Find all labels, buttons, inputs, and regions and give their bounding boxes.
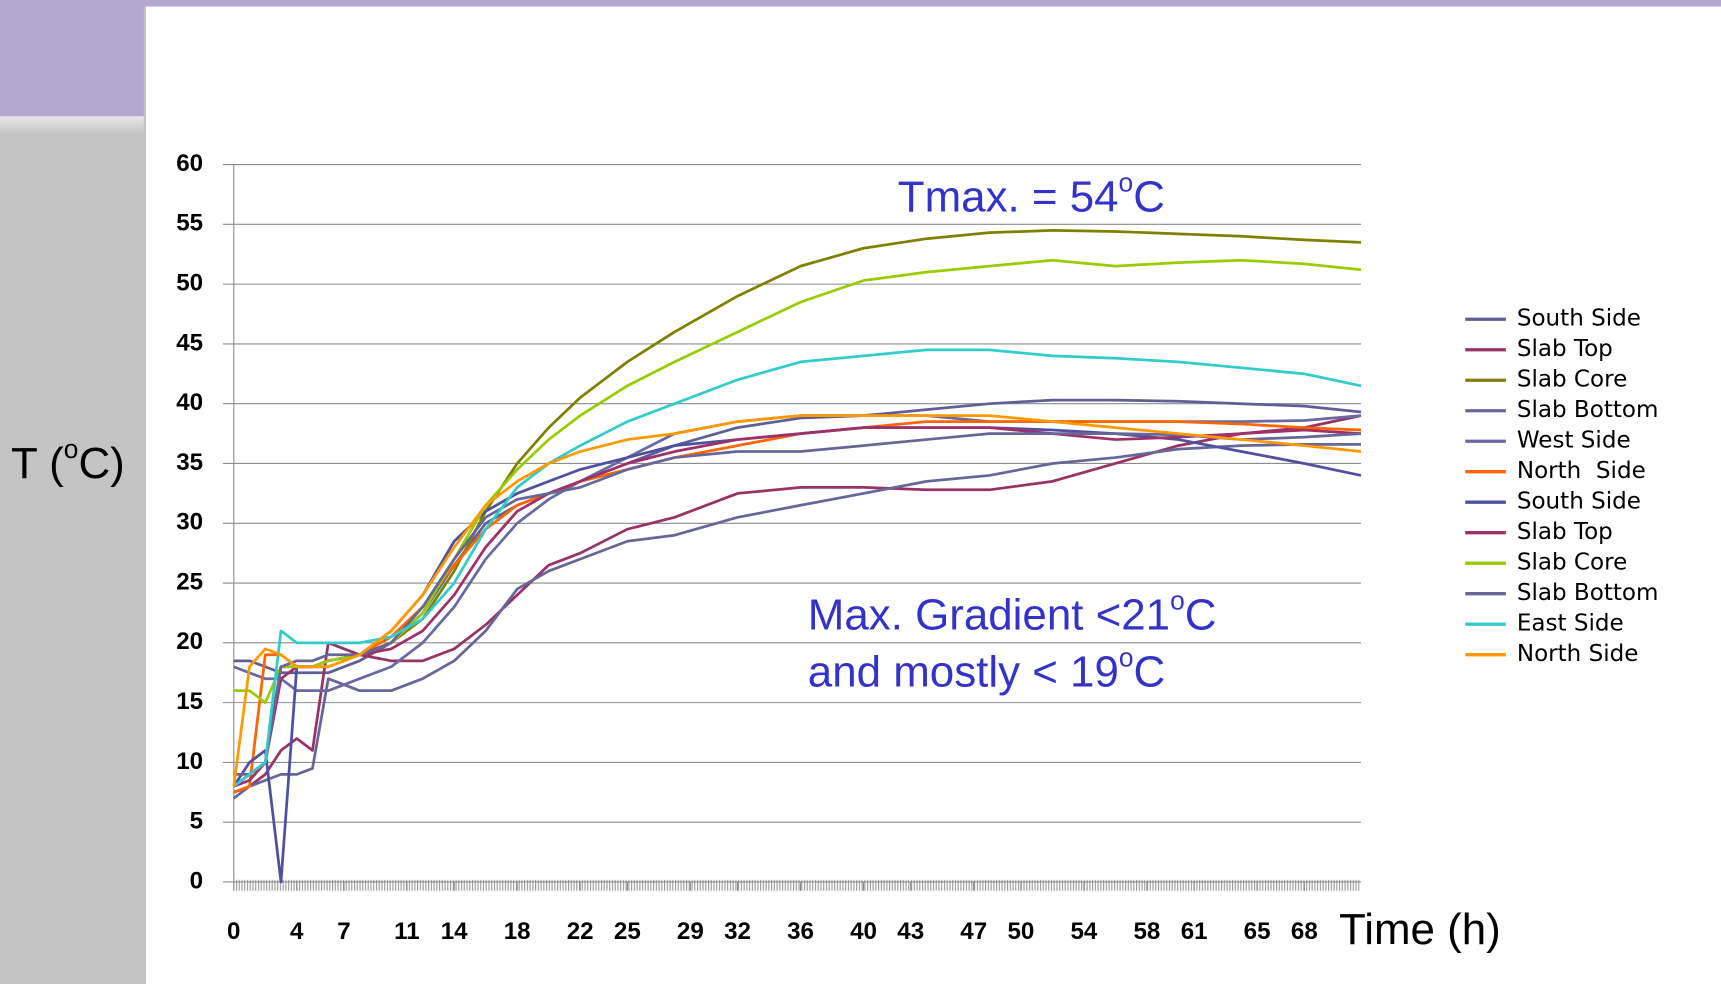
y-tick-label: 45 xyxy=(176,329,203,356)
x-tick-label: 7 xyxy=(337,918,350,945)
legend-label: South Side xyxy=(1517,306,1641,332)
x-tick-label: 36 xyxy=(787,918,814,945)
y-tick-label: 50 xyxy=(176,269,203,296)
y-tick-label: 10 xyxy=(176,748,203,775)
x-tick-label: 65 xyxy=(1244,918,1271,945)
y-tick-label: 40 xyxy=(176,389,203,416)
legend-label: East Side xyxy=(1517,611,1624,637)
legend-label: Slab Core xyxy=(1517,367,1627,393)
legend-label: South Side xyxy=(1517,489,1641,515)
y-tick-label: 35 xyxy=(176,449,203,476)
y-axis-label: T (oC) xyxy=(11,434,125,488)
x-tick-label: 29 xyxy=(677,918,704,945)
series-line xyxy=(232,414,1362,787)
x-tick-label: 32 xyxy=(724,918,751,945)
x-tick-label: 54 xyxy=(1070,918,1097,945)
series-line xyxy=(233,414,1362,794)
x-tick-label: 11 xyxy=(394,918,420,945)
x-axis-label: Time (h) xyxy=(1339,905,1501,954)
corner-band xyxy=(0,0,144,117)
y-tick-label: 15 xyxy=(176,688,203,715)
legend-label: Slab Core xyxy=(1517,550,1627,576)
x-tick-label: 25 xyxy=(614,918,641,945)
legend-label: Slab Top xyxy=(1517,519,1613,545)
y-tick-label: 0 xyxy=(190,867,203,894)
x-tick-label: 14 xyxy=(441,918,468,945)
top-band xyxy=(0,0,1721,7)
annotation: Tmax. = 54oC xyxy=(898,168,1165,222)
x-tick-label: 22 xyxy=(567,918,594,945)
y-tick-label: 20 xyxy=(176,628,203,655)
annotation: and mostly < 19oC xyxy=(808,643,1165,697)
x-tick-label: 43 xyxy=(897,918,924,945)
legend-label: West Side xyxy=(1517,428,1631,454)
x-tick-label: 68 xyxy=(1291,918,1318,945)
band-fade xyxy=(0,116,144,134)
x-tick-label: 61 xyxy=(1181,918,1208,945)
x-tick-label: 47 xyxy=(960,918,987,945)
x-tick-label: 58 xyxy=(1133,918,1160,945)
y-tick-label: 25 xyxy=(176,568,203,595)
x-tick-label: 0 xyxy=(227,918,240,945)
chart-panel xyxy=(145,6,1721,984)
x-tick-label: 18 xyxy=(504,918,531,945)
y-tick-label: 5 xyxy=(190,808,203,835)
series-line xyxy=(232,443,1361,800)
x-tick-label: 50 xyxy=(1008,918,1035,945)
y-tick-label: 60 xyxy=(176,150,203,177)
series-line xyxy=(232,348,1362,788)
legend-label: Slab Bottom xyxy=(1517,580,1659,606)
x-tick-label: 4 xyxy=(290,918,304,945)
legend-label: North Side xyxy=(1517,641,1639,667)
legend-label: Slab Top xyxy=(1517,336,1613,362)
series-line xyxy=(233,432,1362,776)
legend-label: Slab Bottom xyxy=(1517,397,1659,423)
y-tick-label: 30 xyxy=(176,509,203,536)
legend-label: North Side xyxy=(1517,458,1646,484)
x-minor-ticks xyxy=(233,879,1361,891)
annotation: Max. Gradient <21oC xyxy=(808,586,1217,640)
y-tick-label: 55 xyxy=(176,210,203,237)
x-tick-label: 40 xyxy=(850,918,877,945)
